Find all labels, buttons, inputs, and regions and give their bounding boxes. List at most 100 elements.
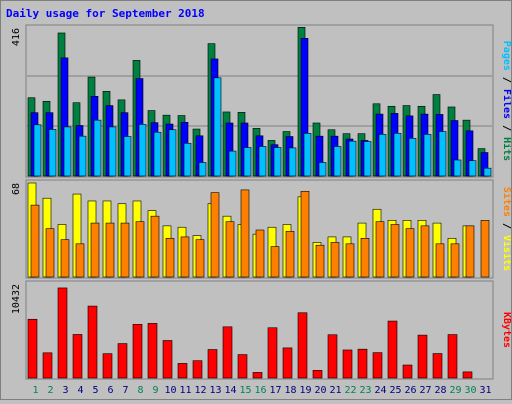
bar-sites: 21: 25: [330, 242, 340, 278]
label-sites: Sites: [501, 187, 511, 217]
bar-pages: 14: 70: [228, 150, 237, 177]
x-tick-label: 13: [209, 385, 221, 396]
bar-sites: 27: 37: [420, 225, 430, 278]
bar-kbytes: 14: 5680: [222, 326, 233, 379]
label-separator: /: [501, 217, 511, 235]
x-tick-label: 18: [284, 385, 296, 396]
bar-sites: 15: 63: [240, 189, 250, 278]
bar-kbytes: 11: 1620: [177, 363, 188, 379]
x-tick-label: 1: [32, 385, 38, 396]
label-visits: Visits: [501, 235, 511, 271]
bar-sites: 24: 40: [375, 221, 385, 278]
x-tick-label: 3: [62, 385, 68, 396]
x-tick-label: 29: [449, 385, 461, 396]
series-kbytes: 1: 6520 2: 2796 3: 9994 4: 4832 5: 7980 6: 27…: [27, 287, 473, 379]
bar-kbytes: 10: 4163: [162, 340, 173, 379]
bar-sites: 19: 62: [300, 190, 310, 278]
bar-pages: 25: 120: [393, 133, 402, 177]
bar-pages: 7: 111: [123, 136, 132, 177]
bar-sites: 17: 22: [270, 246, 280, 278]
x-tick-label: 8: [137, 385, 143, 396]
chart-title: Daily usage for September 2018: [6, 7, 205, 20]
panel-visits_sites: 681: 682: 573: 384: 605: 556: 557: 538: …: [11, 179, 512, 279]
x-axis: 1 2 3 4 5 6 7 8 9 10 11 12 13 14 15 16 17 18 19 20 21 22 23 24 2…: [32, 385, 491, 396]
x-tick-label: 4: [77, 385, 83, 396]
bar-sites: 2: 35: [45, 228, 55, 278]
bar-kbytes: 5: 7980: [87, 305, 98, 379]
x-tick-label: 6: [107, 385, 113, 396]
x-tick-label: 21: [329, 385, 341, 396]
bar-pages: 13: 276: [213, 77, 222, 177]
bar-sites: 6: 39: [105, 222, 115, 278]
label-hits: Hits: [501, 137, 511, 161]
x-tick-label: 2: [47, 385, 53, 396]
bar-kbytes: 27: 4760: [417, 334, 428, 379]
bar-sites: 1: 52: [30, 204, 40, 278]
bar-kbytes: 15: 2600: [237, 354, 248, 379]
bar-sites: 18: 33: [285, 231, 295, 278]
bar-sites: 12: 27: [195, 239, 205, 278]
bar-kbytes: 20: 850: [312, 370, 323, 379]
x-tick-label: 7: [122, 385, 128, 396]
panel-border: [25, 179, 494, 279]
chart-panels: 4161: 2202: 2103: 4024: 2065: 2786: 2387…: [11, 24, 512, 380]
bar-kbytes: 2: 2796: [42, 352, 53, 379]
bar-kbytes: 1: 6520: [27, 318, 38, 379]
bar-pages: 15: 80: [243, 147, 252, 177]
bar-sites: 28: 24: [435, 243, 445, 278]
bar-pages: 10: 130: [168, 129, 177, 177]
bar-pages: 31: 22: [483, 167, 492, 177]
bar-pages: 22: 98: [348, 140, 357, 177]
bar-pages: 4: 112: [78, 135, 87, 177]
bar-kbytes: 7: 3820: [117, 343, 128, 379]
bar-kbytes: 6: 2701: [102, 353, 113, 379]
x-tick-label: 10: [164, 385, 176, 396]
bar-kbytes: 28: 2716: [432, 353, 443, 379]
bar-kbytes: 8: 5960: [132, 323, 143, 379]
series-sites: 1: 52 2: 35 3: 27 4: 24 5: 39 6: 39 7: 39 8: 40…: [30, 189, 490, 278]
bar-sites: 14: 40: [225, 221, 235, 278]
bar-kbytes: 17: 5576: [267, 327, 278, 379]
panel-border: [25, 24, 494, 178]
bar-sites: 16: 34: [255, 229, 265, 278]
bar-sites: 7: 39: [120, 222, 130, 278]
x-tick-label: 24: [374, 385, 386, 396]
bar-pages: 28: 125: [438, 131, 447, 177]
bar-pages: 16: 83: [258, 146, 267, 177]
panel-series-label: KBytes: [501, 312, 511, 348]
bar-kbytes: 13: 3160: [207, 349, 218, 379]
bar-pages: 21: 83: [333, 146, 342, 177]
x-tick-label: 19: [299, 385, 311, 396]
y-max-label: 10432: [11, 284, 22, 314]
x-tick-label: 16: [254, 385, 266, 396]
bar-pages: 12: 38: [198, 162, 207, 177]
x-tick-label: 22: [344, 385, 356, 396]
bar-kbytes: 18: 3340: [282, 347, 293, 379]
bar-pages: 6: 138: [108, 126, 117, 177]
panel-pages_files_hits: 4161: 2202: 2103: 4024: 2065: 2786: 2387…: [11, 24, 512, 178]
bar-kbytes: 30: 680: [462, 371, 473, 379]
bar-kbytes: 25: 6320: [387, 320, 398, 379]
x-tick-label: 15: [239, 385, 251, 396]
x-tick-label: 25: [389, 385, 401, 396]
series-pages: 1: 144 2: 131 3: 138 4: 112 5: 157 6: 138 7: 1…: [33, 77, 492, 177]
x-tick-label: 9: [152, 385, 158, 396]
bar-kbytes: 21: 4800: [327, 334, 338, 379]
bar-pages: 9: 123: [153, 131, 162, 177]
bar-kbytes: 22: 3110: [342, 349, 353, 379]
x-tick-label: 27: [419, 385, 431, 396]
bar-pages: 19: 120: [303, 133, 312, 177]
label-files: Files: [501, 89, 511, 119]
bar-sites: 29: 24: [450, 243, 460, 278]
bar-pages: 26: 106: [408, 137, 417, 177]
bar-sites: 9: 44: [150, 215, 160, 278]
y-max-label: 68: [11, 183, 22, 195]
panel-border: [25, 280, 494, 380]
y-max-label: 416: [11, 28, 22, 46]
bar-sites: 4: 24: [75, 243, 85, 278]
bar-pages: 11: 92: [183, 142, 192, 177]
bar-kbytes: 24: 2816: [372, 352, 383, 379]
bar-sites: 3: 27: [60, 239, 70, 278]
label-separator: /: [501, 71, 511, 89]
